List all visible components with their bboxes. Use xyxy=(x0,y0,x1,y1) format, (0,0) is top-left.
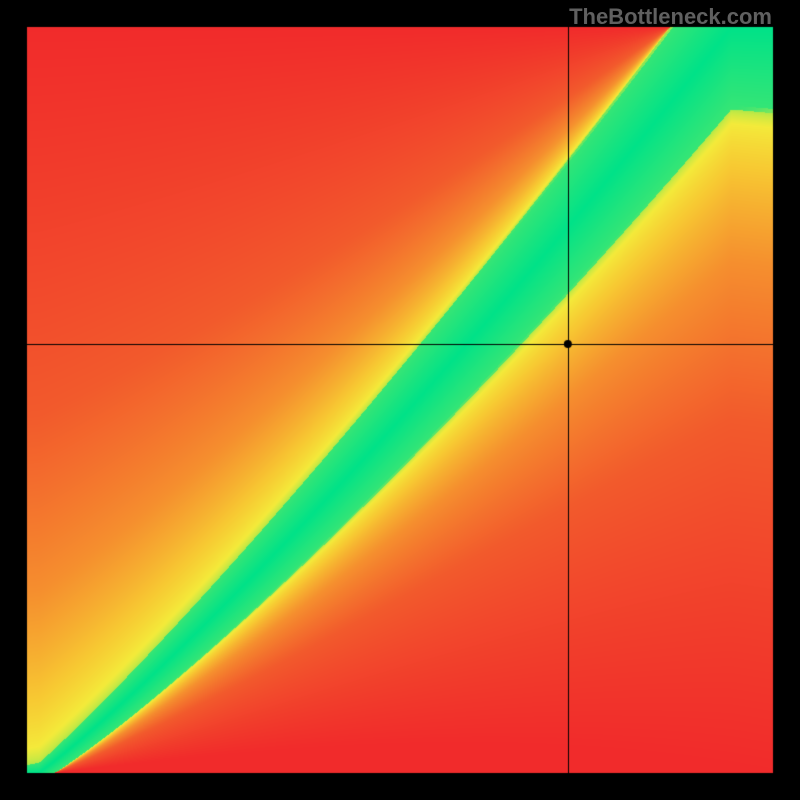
chart-container: TheBottleneck.com xyxy=(0,0,800,800)
watermark-text: TheBottleneck.com xyxy=(569,4,772,30)
bottleneck-heatmap xyxy=(0,0,800,800)
